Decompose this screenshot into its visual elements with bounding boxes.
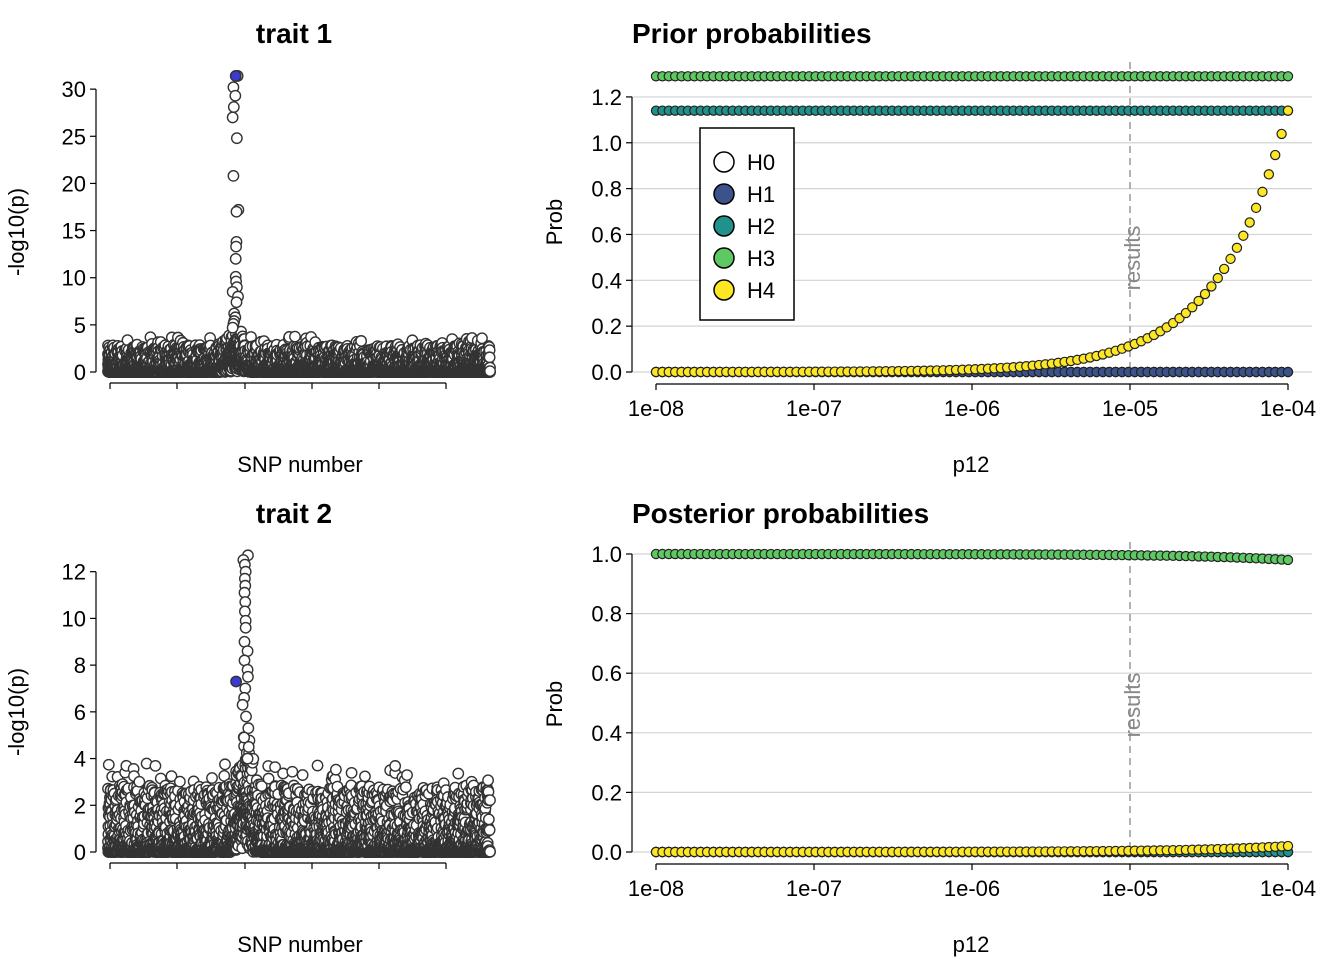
trait2-points bbox=[102, 549, 496, 858]
trait1-ylabel: -log10(p) bbox=[4, 188, 29, 276]
trait2-y-tick-label: 0 bbox=[74, 840, 86, 865]
trait1-peak-point bbox=[226, 321, 239, 334]
trait1-peak-point bbox=[230, 132, 243, 145]
trait2-snp-point bbox=[173, 775, 186, 788]
trait2-y-tick-label: 10 bbox=[62, 606, 86, 631]
trait1-title: trait 1 bbox=[256, 18, 332, 49]
trait1-y-tick-label: 5 bbox=[74, 313, 86, 338]
trait2-y-tick-label: 8 bbox=[74, 653, 86, 678]
trait1-y-tick-label: 30 bbox=[62, 77, 86, 102]
trait2-y-tick-label: 12 bbox=[62, 560, 86, 585]
trait2-title: trait 2 bbox=[256, 498, 332, 529]
trait2-snp-point bbox=[102, 758, 115, 771]
trait1-peak-point bbox=[229, 252, 242, 265]
trait2-y-tick-label: 4 bbox=[74, 747, 86, 772]
trait1-axes: 0 5 10 15 20 25 30 bbox=[62, 77, 447, 389]
trait1-y-tick-label: 15 bbox=[62, 219, 86, 244]
trait1-y-tick-label: 0 bbox=[74, 360, 86, 385]
trait1-y-tick-label: 25 bbox=[62, 124, 86, 149]
trait1-peak-point bbox=[229, 89, 242, 102]
trait1-highlight-point bbox=[229, 70, 242, 82]
trait1-snp-point bbox=[355, 335, 368, 347]
trait1-points bbox=[102, 70, 496, 378]
trait2-y-tick-label: 2 bbox=[74, 793, 86, 818]
trait1-panel: trait 1 0 5 10 15 20 25 30 SNP number -log10(p… bbox=[4, 18, 496, 477]
trait1-snp-point bbox=[484, 365, 496, 378]
trait1-y-tick-label: 20 bbox=[62, 171, 86, 196]
trait2-y-tick-label: 6 bbox=[74, 700, 86, 725]
trait1-y-tick-label: 10 bbox=[62, 266, 86, 291]
trait1-peak-point bbox=[230, 296, 243, 309]
trait1-peak-point bbox=[227, 101, 240, 113]
trait2-snp-point bbox=[149, 759, 162, 772]
trait1-peak-point bbox=[230, 240, 242, 253]
trait1-peak-point bbox=[227, 169, 240, 182]
trait1-peak-point bbox=[226, 111, 239, 124]
trait1-snp-point bbox=[483, 351, 496, 364]
trait1-snp-point bbox=[289, 330, 301, 343]
trait1-peak-point bbox=[230, 205, 243, 218]
trait1-xlabel: SNP number bbox=[237, 452, 363, 477]
